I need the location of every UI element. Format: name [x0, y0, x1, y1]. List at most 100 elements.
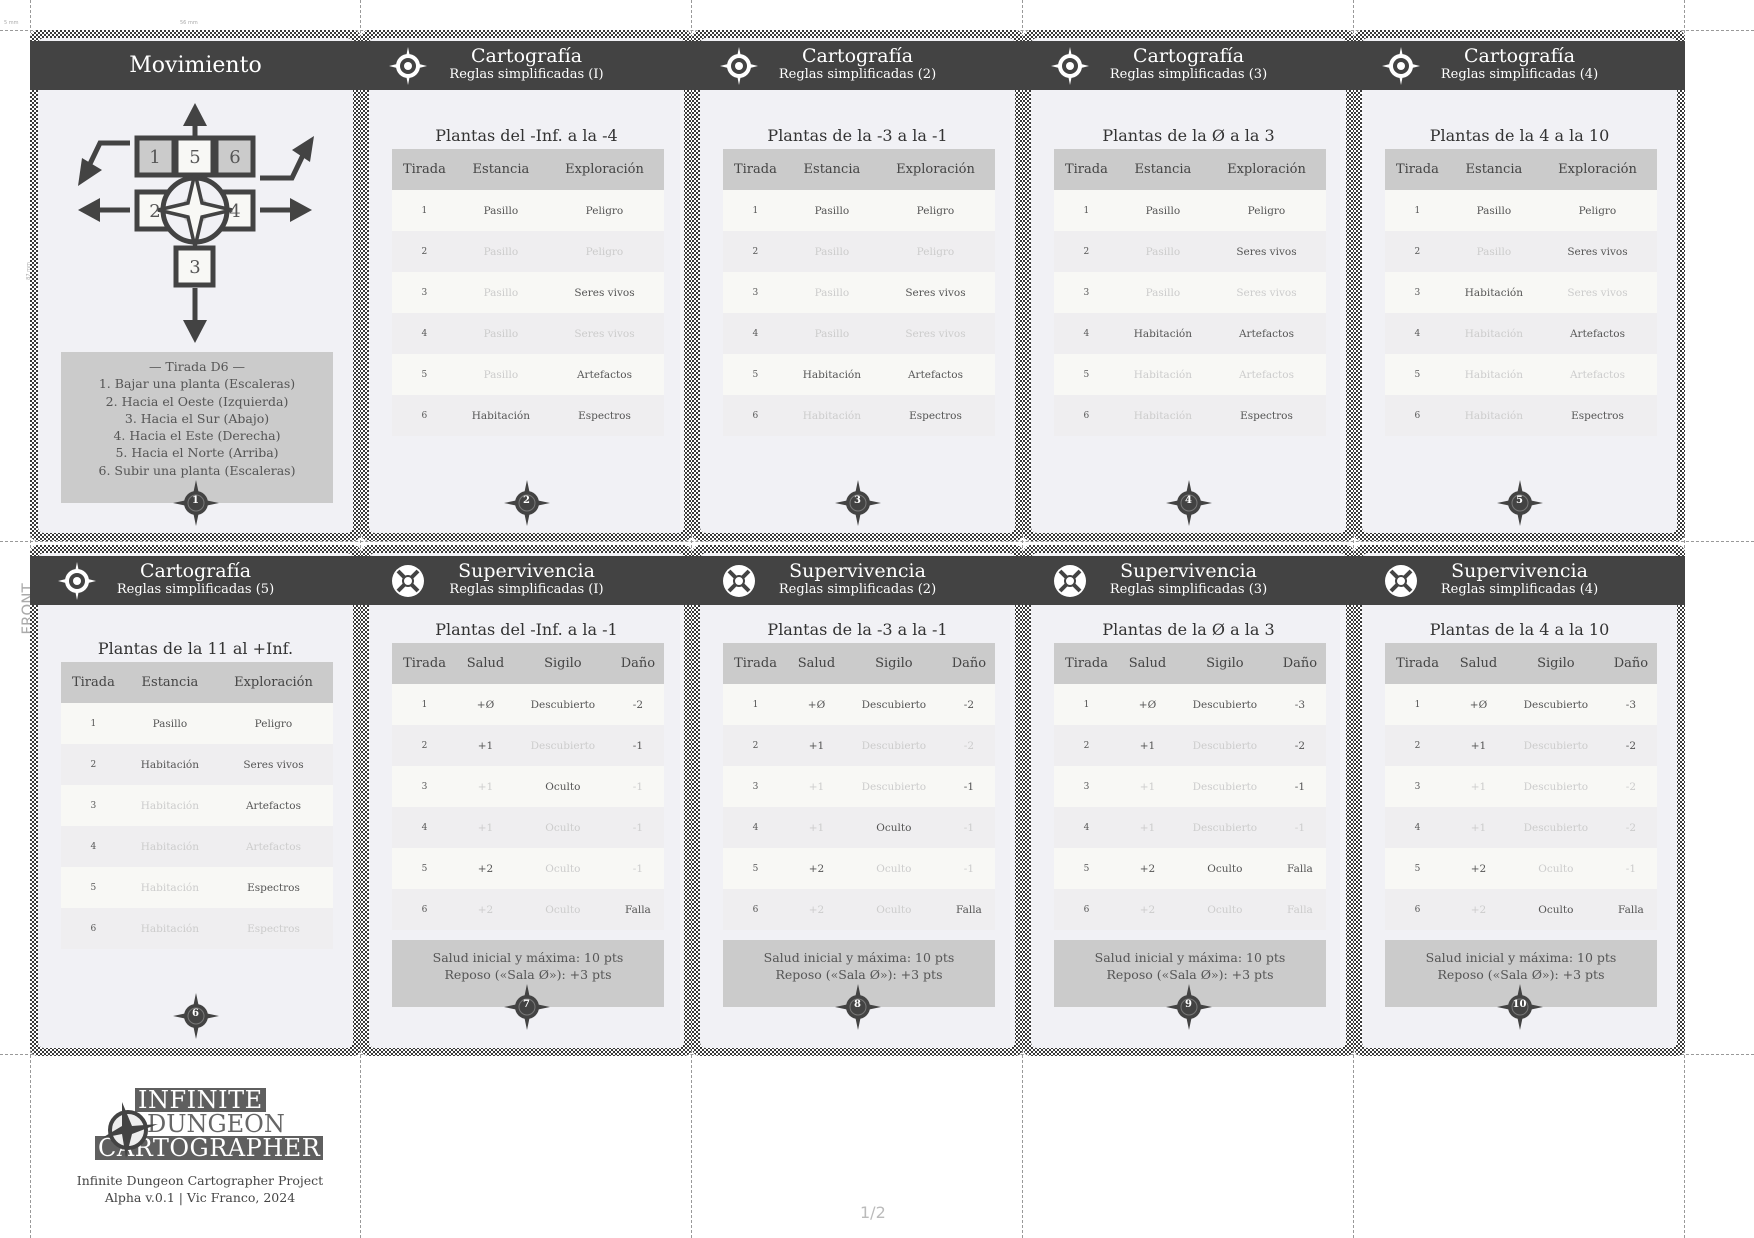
table-cell: Artefactos	[1537, 354, 1657, 395]
table-cell: Seres vivos	[213, 744, 333, 785]
table-cell: Descubierto	[513, 725, 612, 766]
table-row: 3 +1 Descubierto -2	[1385, 766, 1657, 807]
table-row: 2 Pasillo Peligro	[392, 231, 664, 272]
table-cell: -2	[1273, 725, 1326, 766]
table-row: 3 Habitación Seres vivos	[1385, 272, 1657, 313]
table-cell: 2	[1385, 231, 1450, 272]
table-row: 4 Habitación Artefactos	[1385, 313, 1657, 354]
table-cell: -2	[611, 684, 664, 725]
table-cell: 2	[1054, 231, 1119, 272]
box-line: 4. Hacia el Este (Derecha)	[113, 428, 281, 444]
table-cell: Descubierto	[844, 684, 943, 725]
table-cell: -2	[1604, 807, 1657, 848]
table-cell: Oculto	[1175, 848, 1274, 889]
table-cell: 1	[1054, 190, 1119, 231]
card-number-badge: 4	[1165, 480, 1212, 526]
card-number-badge: 7	[503, 984, 550, 1030]
table-row: 4 +1 Descubierto -1	[1054, 807, 1326, 848]
column-header: Tirada	[392, 149, 457, 190]
table-cell: Seres vivos	[1537, 231, 1657, 272]
table-row: 2 Pasillo Peligro	[723, 231, 995, 272]
table-cell: -1	[1604, 848, 1657, 889]
table-cell: 4	[1385, 807, 1451, 848]
table-cell: Pasillo	[1118, 190, 1207, 231]
card-header: Supervivencia Reglas simplificadas (4)	[1354, 556, 1685, 605]
table-cell: Oculto	[1175, 889, 1274, 930]
table-heading: Plantas de la -3 a la -1	[767, 620, 948, 639]
table-header-row: Tirada Estancia Exploración	[1385, 149, 1657, 190]
card-header: Movimiento	[30, 41, 361, 90]
table-cell: Habitación	[456, 395, 545, 436]
table-cell: Habitación	[1449, 354, 1538, 395]
card-number: 1	[192, 495, 199, 506]
card-header: Supervivencia Reglas simplificadas (I)	[361, 556, 692, 605]
table-row: 4 Habitación Artefactos	[1054, 313, 1326, 354]
table-cell: Pasillo	[787, 190, 876, 231]
table-cell: 1	[723, 684, 789, 725]
footer-line: Reposo («Sala Ø»): +3 pts	[1437, 967, 1605, 982]
table-row: 5 +2 Oculto -1	[723, 848, 995, 889]
rules-table: Tirada Estancia Exploración 1 Pasillo Peligro…	[392, 149, 664, 436]
table-cell: -1	[611, 848, 664, 889]
column-header: Exploración	[213, 662, 333, 703]
table-cell: +2	[1450, 848, 1507, 889]
table-cell: 2	[1385, 725, 1451, 766]
table-cell: Pasillo	[1449, 190, 1538, 231]
compass-star-icon	[1165, 984, 1212, 1030]
table-cell: Falla	[1604, 889, 1657, 930]
table-cell: Espectros	[875, 395, 995, 436]
table-cell: 4	[1054, 807, 1120, 848]
table-cell: 4	[723, 807, 789, 848]
table-cell: Pasillo	[456, 272, 545, 313]
table-cell: 3	[1054, 272, 1119, 313]
card-subtitle: Reglas simplificadas (3)	[1109, 67, 1268, 82]
table-row: 1 Pasillo Peligro	[61, 703, 333, 744]
table-header-row: Tirada Salud Sigilo Daño	[1054, 643, 1326, 684]
rules-table: Tirada Estancia Exploración 1 Pasillo Peligro…	[1385, 149, 1657, 436]
card-movimiento: Movimiento 1 2 3 4 5 6	[30, 30, 361, 541]
table-cell: Falla	[942, 889, 995, 930]
table-cell: 5	[392, 354, 457, 395]
table-cell: Peligro	[213, 703, 333, 744]
logo: INFINITE DUNGEON CARTOGRAPHER	[95, 1088, 324, 1160]
table-cell: Falla	[611, 889, 664, 930]
rules-footer: Salud inicial y máxima: 10 pts Reposo («S…	[392, 940, 664, 1007]
table-cell: Descubierto	[844, 766, 943, 807]
credits-line: Infinite Dungeon Cartographer Project	[76, 1173, 324, 1188]
crossed-swords-icon	[1385, 565, 1417, 597]
table-cell: 3	[1385, 766, 1451, 807]
table-cell: 4	[723, 313, 788, 354]
table-cell: +Ø	[1119, 684, 1176, 725]
table-row: 1 Pasillo Peligro	[392, 190, 664, 231]
card-subtitle: Reglas simplificadas (2)	[778, 67, 937, 82]
card-subtitle: Reglas simplificadas (I)	[449, 67, 604, 82]
table-cell: Seres vivos	[875, 272, 995, 313]
compass-star-icon	[172, 480, 219, 526]
table-cell: +Ø	[1450, 684, 1507, 725]
table-cell: Descubierto	[513, 684, 612, 725]
table-cell: Habitación	[1449, 395, 1538, 436]
table-cell: +Ø	[457, 684, 514, 725]
column-header: Sigilo	[513, 643, 612, 684]
margin-dimension: 5 mm	[4, 20, 19, 26]
table-cell: 4	[392, 807, 458, 848]
table-cell: Pasillo	[787, 231, 876, 272]
table-cell: Peligro	[544, 231, 664, 272]
table-cell: 3	[61, 785, 126, 826]
table-cell: 2	[723, 231, 788, 272]
card-number: 3	[854, 495, 861, 506]
table-row: 2 Pasillo Seres vivos	[1054, 231, 1326, 272]
table-cell: 1	[1385, 684, 1451, 725]
table-cell: 1	[1054, 684, 1120, 725]
table-cell: 4	[61, 826, 126, 867]
card-title: Movimiento	[129, 53, 262, 78]
table-row: 6 Habitación Espectros	[723, 395, 995, 436]
dice-roll-box: — Tirada D6 — 1. Bajar una planta (Escal…	[61, 352, 333, 503]
footer-line: Reposo («Sala Ø»): +3 pts	[444, 967, 612, 982]
compass-star-icon	[834, 984, 881, 1030]
rules-table: Tirada Salud Sigilo Daño 1 +Ø Descubierto -3 2 +1…	[1385, 643, 1657, 930]
table-row: 5 +2 Oculto -1	[392, 848, 664, 889]
table-cell: Pasillo	[1118, 272, 1207, 313]
table-cell: 6	[1054, 889, 1120, 930]
table-cell: -1	[611, 807, 664, 848]
